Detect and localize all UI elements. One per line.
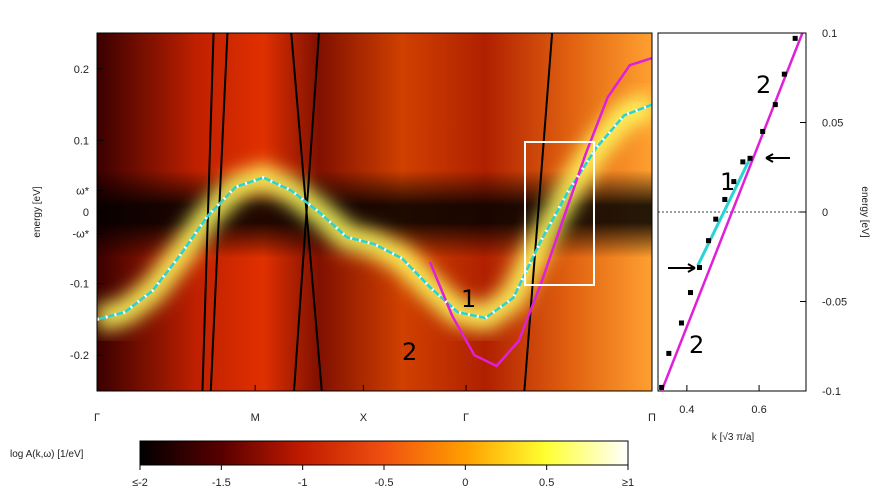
inset-points <box>659 35 798 390</box>
main-x-tick-label: M <box>251 412 260 424</box>
inset-x-axis: 0.4 0.6 <box>679 385 767 416</box>
qmc-dots <box>97 103 652 321</box>
bare-band-line <box>523 33 554 391</box>
inset-x-axis-title: k [√3 π/a] <box>712 431 755 443</box>
inset-x-tick-label: 0.4 <box>679 404 694 416</box>
arrow-lower-icon <box>668 263 696 273</box>
inset-data-point <box>747 155 753 161</box>
colorbar-tick-label: -1 <box>298 477 308 489</box>
inset-data-point <box>772 102 778 108</box>
main-y-axis-title: energy [eV] <box>32 186 43 237</box>
inset-data-point <box>781 71 787 77</box>
branch-label-2: 2 <box>402 338 417 366</box>
main-series-lines <box>97 33 652 391</box>
branch-label-1: 1 <box>461 285 476 313</box>
inset-data-point <box>792 35 798 41</box>
colorbar-ticks: ≤-2 -1.5 -1 -0.5 0 0.5 ≥1 <box>132 465 634 489</box>
inset-branch-label-2-top: 2 <box>756 71 771 99</box>
main-x-tick-label: Γ <box>463 412 469 424</box>
colorbar-tick-label: ≤-2 <box>132 477 148 489</box>
inset-x-tick-label: 0.6 <box>751 404 766 416</box>
inset-y-tick-label: 0.05 <box>822 118 843 130</box>
inset-branch-label-2-bottom: 2 <box>689 331 704 359</box>
main-x-tick-label: X <box>360 412 368 424</box>
main-spectral-panel: 0.2 0.1 ω* 0 -ω* -0.1 -0.2 Γ M X Γ Π energy [eV] 1… <box>32 32 656 424</box>
colorbar-tick-label: 0.5 <box>539 477 554 489</box>
inset-data-point <box>731 179 737 185</box>
main-y-tick-label: -0.2 <box>70 350 89 362</box>
main-y-tick-label: ω* <box>76 186 90 198</box>
colorbar-gradient <box>139 440 629 466</box>
inset-branch-label-1: 1 <box>720 168 735 196</box>
inset-series-1-line <box>696 157 752 267</box>
bare-band-line <box>209 33 229 391</box>
main-y-tick-label: -0.1 <box>70 279 89 291</box>
inset-y-tick-label: -0.1 <box>822 386 841 398</box>
inset-y-tick-label: -0.05 <box>822 297 847 309</box>
inset-data-point <box>706 238 712 244</box>
inset-data-point <box>659 384 665 390</box>
inset-y-tick-label: 0.1 <box>822 28 837 40</box>
colorbar-label: log A(k,ω) [1/eV] <box>10 449 84 460</box>
series-2-line <box>428 56 652 368</box>
zoom-box <box>524 141 595 286</box>
inset-y-axis-title: energy [eV] <box>859 186 870 237</box>
inset-data-point <box>722 196 728 202</box>
inset-data-point <box>666 350 672 356</box>
colorbar-tick-label: 0 <box>462 477 468 489</box>
main-y-axis: 0.2 0.1 ω* 0 -ω* -0.1 -0.2 <box>70 64 103 362</box>
arrow-upper-icon <box>765 153 790 163</box>
main-y-tick-label: 0 <box>83 207 89 219</box>
bare-band-line <box>201 33 215 391</box>
colorbar-tick-label: -1.5 <box>212 477 231 489</box>
inset-panel: 0.1 0.05 0 -0.05 -0.1 0.4 0.6 energy [eV] k [… <box>657 28 870 443</box>
main-x-tick-label: Γ <box>94 412 100 424</box>
main-y-tick-label: -ω* <box>72 228 89 240</box>
colorbar-tick-label: -0.5 <box>375 477 394 489</box>
colorbar: log A(k,ω) [1/eV] ≤-2 -1.5 -1 -0.5 0 0.5 ≥1 <box>10 440 634 489</box>
inset-data-point <box>713 216 719 222</box>
inset-y-tick-label: 0 <box>822 207 828 219</box>
inset-data-point <box>678 320 684 326</box>
main-y-tick-label: 0.2 <box>74 64 89 76</box>
inset-data-point <box>760 128 766 134</box>
bare-band-line <box>290 33 323 391</box>
inset-data-point <box>740 159 746 165</box>
inset-series-lines <box>660 33 804 391</box>
inset-data-point <box>697 264 703 270</box>
inset-series-2-line <box>660 33 804 391</box>
main-y-tick-label: 0.1 <box>74 135 89 147</box>
main-x-tick-label: Π <box>648 412 656 424</box>
inset-y-axis: 0.1 0.05 0 -0.05 -0.1 <box>800 28 847 398</box>
colorbar-tick-label: ≥1 <box>622 477 634 489</box>
inset-data-point <box>687 290 693 296</box>
